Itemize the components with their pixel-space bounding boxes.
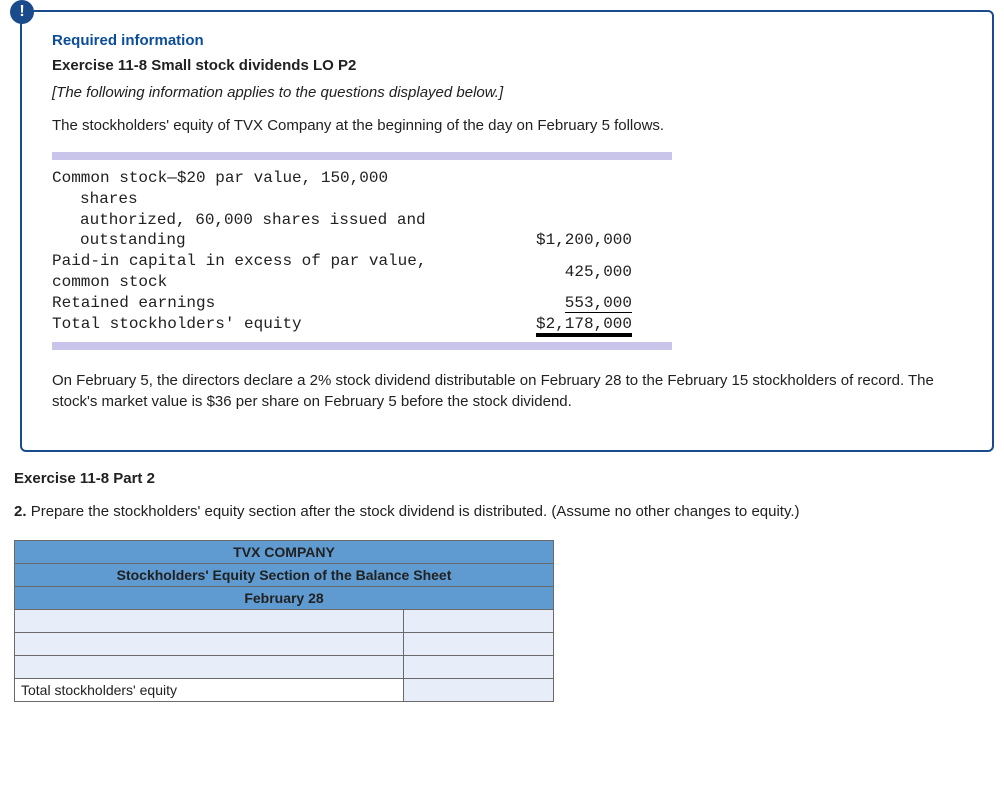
answer-amount-input[interactable]	[404, 610, 554, 633]
equity-label: Total stockholders' equity	[52, 314, 482, 335]
answer-label-input[interactable]	[15, 633, 404, 656]
exercise-title: Exercise 11-8 Small stock dividends LO P…	[52, 57, 970, 74]
answer-header-section: Stockholders' Equity Section of the Bala…	[15, 564, 554, 587]
answer-amount-input[interactable]	[404, 656, 554, 679]
instruction-number: 2.	[14, 503, 31, 520]
equity-amount: 425,000	[565, 263, 632, 281]
equity-data-block: Common stock—$20 par value, 150,000 shar…	[52, 152, 672, 350]
intro-paragraph: The stockholders' equity of TVX Company …	[52, 115, 970, 136]
answer-header-company: TVX COMPANY	[15, 541, 554, 564]
equity-label-indent: outstanding	[52, 230, 482, 251]
closing-paragraph: On February 5, the directors declare a 2…	[52, 370, 970, 412]
instruction-text: Prepare the stockholders' equity section…	[31, 503, 800, 520]
equity-row: Total stockholders' equity $2,178,000	[52, 314, 672, 335]
equity-label: Retained earnings	[52, 293, 482, 314]
equity-row: Common stock—$20 par value, 150,000 shar…	[52, 168, 672, 251]
equity-amount: $1,200,000	[536, 231, 632, 249]
answer-header-date: February 28	[15, 587, 554, 610]
required-information-panel: ! Required information Exercise 11-8 Sma…	[20, 10, 994, 452]
answer-total-label: Total stockholders' equity	[15, 679, 404, 702]
equity-label-indent: authorized, 60,000 shares issued and	[52, 210, 482, 231]
equity-row: Paid-in capital in excess of par value, …	[52, 251, 672, 293]
equity-label: Common stock—$20 par value, 150,000	[52, 169, 388, 187]
equity-label-indent: shares	[52, 189, 482, 210]
answer-label-input[interactable]	[15, 610, 404, 633]
equity-amount: $2,178,000	[536, 315, 632, 334]
answer-table: TVX COMPANY Stockholders' Equity Section…	[14, 540, 554, 702]
applies-note: [The following information applies to th…	[52, 84, 970, 101]
answer-label-input[interactable]	[15, 656, 404, 679]
part2-heading: Exercise 11-8 Part 2	[14, 470, 994, 487]
info-badge-icon: !	[10, 0, 34, 24]
equity-amount: 553,000	[565, 294, 632, 313]
answer-amount-input[interactable]	[404, 633, 554, 656]
equity-row: Retained earnings 553,000	[52, 293, 672, 314]
required-information-label: Required information	[52, 32, 970, 49]
equity-label: Paid-in capital in excess of par value, …	[52, 251, 482, 293]
part2-instruction: 2. Prepare the stockholders' equity sect…	[14, 501, 994, 522]
answer-total-amount-input[interactable]	[404, 679, 554, 702]
